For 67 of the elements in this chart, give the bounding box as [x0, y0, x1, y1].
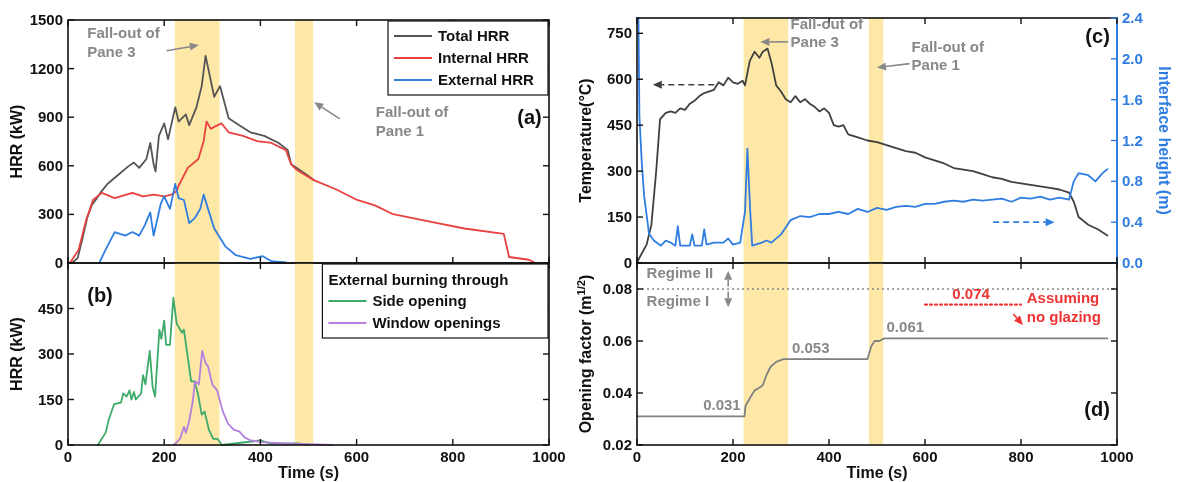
legend-label: Internal HRR	[438, 49, 530, 66]
y2-tick-label: 1.6	[1122, 90, 1143, 108]
y-tick-label: 750	[606, 24, 632, 42]
y-tick-label: 0.06	[602, 332, 632, 349]
x-tick-label: 600	[912, 448, 938, 465]
y-tick-label: 900	[37, 108, 63, 126]
y2-tick-label: 0.8	[1122, 172, 1143, 190]
legend-label: External HRR	[438, 71, 535, 88]
y-axis-title: Temperature(°C)	[577, 78, 594, 203]
legend-label: Total HRR	[438, 27, 510, 44]
annotation: Assuming no glazing	[1026, 289, 1101, 325]
y2-tick-label: 0.4	[1122, 213, 1144, 231]
y2-axis-title: Interface height (m)	[1156, 66, 1173, 215]
y-tick-label: 150	[606, 208, 632, 226]
y-tick-label: 300	[37, 345, 63, 362]
x-axis-title: Time (s)	[846, 464, 908, 481]
x-tick-label: 400	[247, 448, 273, 465]
annotation: Regime I	[646, 292, 710, 310]
x-tick-label: 1000	[1100, 448, 1134, 465]
y-tick-label: 150	[37, 390, 63, 408]
y-tick-label: 0.02	[602, 436, 632, 453]
y-tick-label: 1200	[29, 59, 63, 77]
y2-tick-label: 0.0	[1122, 254, 1143, 271]
annotation: 0.031	[703, 396, 741, 414]
y-tick-label: 450	[606, 116, 632, 134]
legend-label: Window openings	[372, 314, 501, 331]
y-tick-label: 1500	[29, 11, 63, 28]
annotation: 0.074	[952, 284, 991, 302]
y-tick-label: 600	[606, 70, 632, 88]
x-axis-title: Time (s)	[277, 464, 340, 481]
x-tick-label: 1000	[532, 448, 566, 465]
annotation: Fall-out of Pane 3	[87, 23, 161, 60]
x-tick-label: 800	[440, 448, 466, 465]
x-tick-label: 600	[344, 448, 370, 465]
line-series	[98, 183, 287, 264]
legend-title: External burning through	[328, 270, 509, 288]
annotation: (d)	[1084, 398, 1110, 421]
line-series	[636, 337, 1109, 418]
y2-tick-label: 2.0	[1122, 49, 1143, 67]
y-axis-title: HRR (kW)	[8, 317, 25, 391]
x-tick-label: 200	[720, 448, 746, 465]
y-axis-title: HRR (kW)	[8, 104, 25, 179]
y-tick-label: 300	[606, 162, 632, 180]
annotation: 0.053	[791, 339, 830, 357]
annotation: Regime II	[646, 263, 714, 281]
x-tick-label: 800	[1008, 448, 1034, 465]
annotation: (c)	[1085, 24, 1110, 47]
legend-label: Side opening	[372, 292, 467, 309]
y-tick-label: 0	[623, 254, 632, 271]
annotation: (b)	[87, 284, 113, 307]
y2-tick-label: 1.2	[1122, 131, 1143, 149]
annotation: 0.061	[886, 318, 925, 336]
y-tick-label: 300	[37, 205, 63, 223]
annotation: Fall-out of Pane 1	[911, 37, 986, 74]
annotation: (a)	[517, 105, 542, 128]
y-tick-label: 0	[54, 254, 63, 271]
annotation: Fall-out of Pane 3	[790, 14, 865, 51]
y-tick-label: 0	[54, 436, 63, 453]
y-tick-label: 0.04	[602, 384, 633, 401]
annotation: Fall-out of Pane 1	[375, 103, 450, 139]
x-tick-label: 400	[816, 448, 842, 465]
x-tick-label: 200	[151, 448, 177, 465]
y-tick-label: 600	[37, 156, 63, 174]
y-tick-label: 450	[37, 299, 63, 317]
y-tick-label: 0.08	[602, 280, 632, 297]
y2-tick-label: 2.4	[1122, 9, 1144, 26]
line-series	[636, 17, 1109, 247]
